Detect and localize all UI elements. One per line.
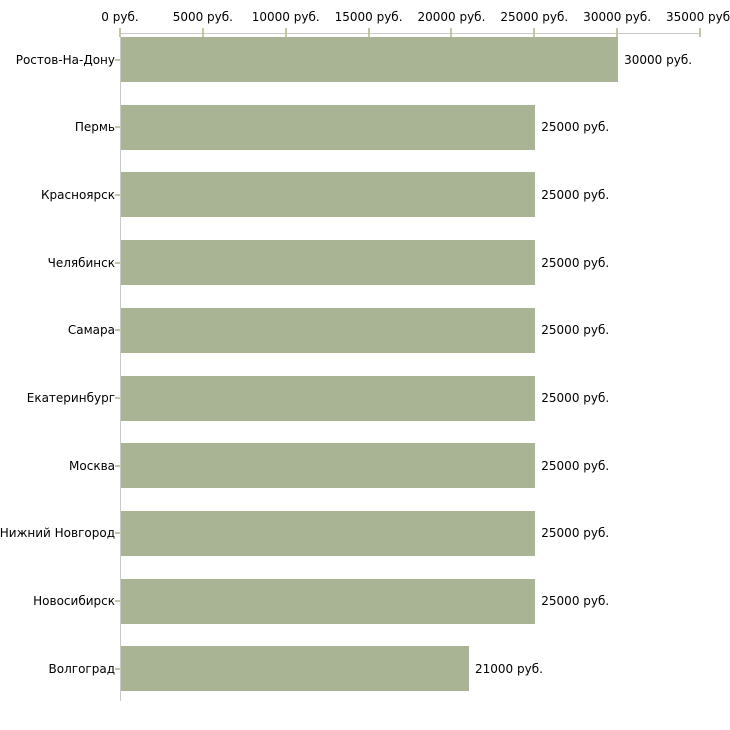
x-axis-tick-mark (119, 28, 121, 37)
bar (121, 240, 536, 286)
value-label: 25000 руб. (541, 120, 610, 135)
x-axis-tick-label: 15000 руб. (334, 10, 403, 24)
category-label: Красноярск (41, 187, 115, 202)
bar (121, 443, 536, 489)
y-axis-tick-mark (115, 600, 120, 603)
bar (121, 307, 536, 353)
x-axis-tick-label: 30000 руб. (583, 10, 652, 24)
y-axis-tick-mark (115, 397, 120, 399)
bar (121, 104, 536, 150)
category-label: Ростов-На-Дону (15, 52, 115, 67)
value-label: 25000 руб. (541, 526, 610, 541)
y-axis-tick-mark (115, 329, 120, 332)
bar (121, 375, 536, 421)
x-axis-tick-mark (533, 28, 536, 37)
x-axis-tick-label: 25000 руб. (500, 10, 569, 24)
x-axis-tick-mark (616, 28, 619, 37)
y-axis-tick-mark (115, 126, 120, 129)
x-axis-tick-mark (450, 28, 453, 37)
category-label: Челябинск (47, 255, 115, 270)
x-axis-line (120, 33, 701, 34)
bar (121, 172, 536, 218)
y-axis-tick-mark (115, 667, 120, 670)
value-label: 30000 руб. (624, 52, 693, 67)
x-axis-tick-label: 20000 руб. (417, 10, 486, 24)
bar (121, 646, 469, 692)
y-axis-line (120, 33, 121, 701)
category-label: Самара (67, 323, 115, 338)
x-axis-tick-mark (201, 28, 204, 37)
category-label: Москва (69, 458, 115, 473)
value-label: 25000 руб. (541, 458, 610, 473)
y-axis-tick-mark (115, 193, 120, 196)
bar (121, 37, 619, 82)
bar (121, 578, 536, 624)
value-label: 21000 руб. (475, 661, 543, 676)
y-axis-tick-mark (115, 58, 120, 61)
category-label: Волгоград (48, 661, 115, 676)
category-label: Новосибирск (33, 594, 115, 609)
y-axis-tick-mark (115, 261, 120, 264)
category-label: Пермь (74, 120, 115, 135)
x-axis-tick-mark (284, 28, 287, 37)
x-axis-tick-label: 10000 руб. (251, 10, 320, 24)
category-label: Нижний Новгород (0, 526, 115, 541)
y-axis-tick-mark (115, 532, 120, 535)
value-label: 25000 руб. (541, 323, 610, 338)
category-label: Екатеринбург (26, 391, 115, 405)
x-axis-tick-mark (699, 28, 701, 37)
x-axis-tick-mark (367, 28, 370, 37)
value-label: 25000 руб. (541, 187, 610, 202)
x-axis-tick-label: 35000 руб. (666, 10, 730, 24)
value-label: 25000 руб. (541, 594, 610, 609)
y-axis-tick-mark (115, 464, 120, 467)
bar (121, 510, 536, 556)
x-axis-tick-label: 5000 руб. (172, 10, 233, 24)
x-axis-tick-label: 0 руб. (101, 10, 139, 24)
value-label: 25000 руб. (541, 255, 610, 270)
value-label: 25000 руб. (541, 391, 610, 405)
